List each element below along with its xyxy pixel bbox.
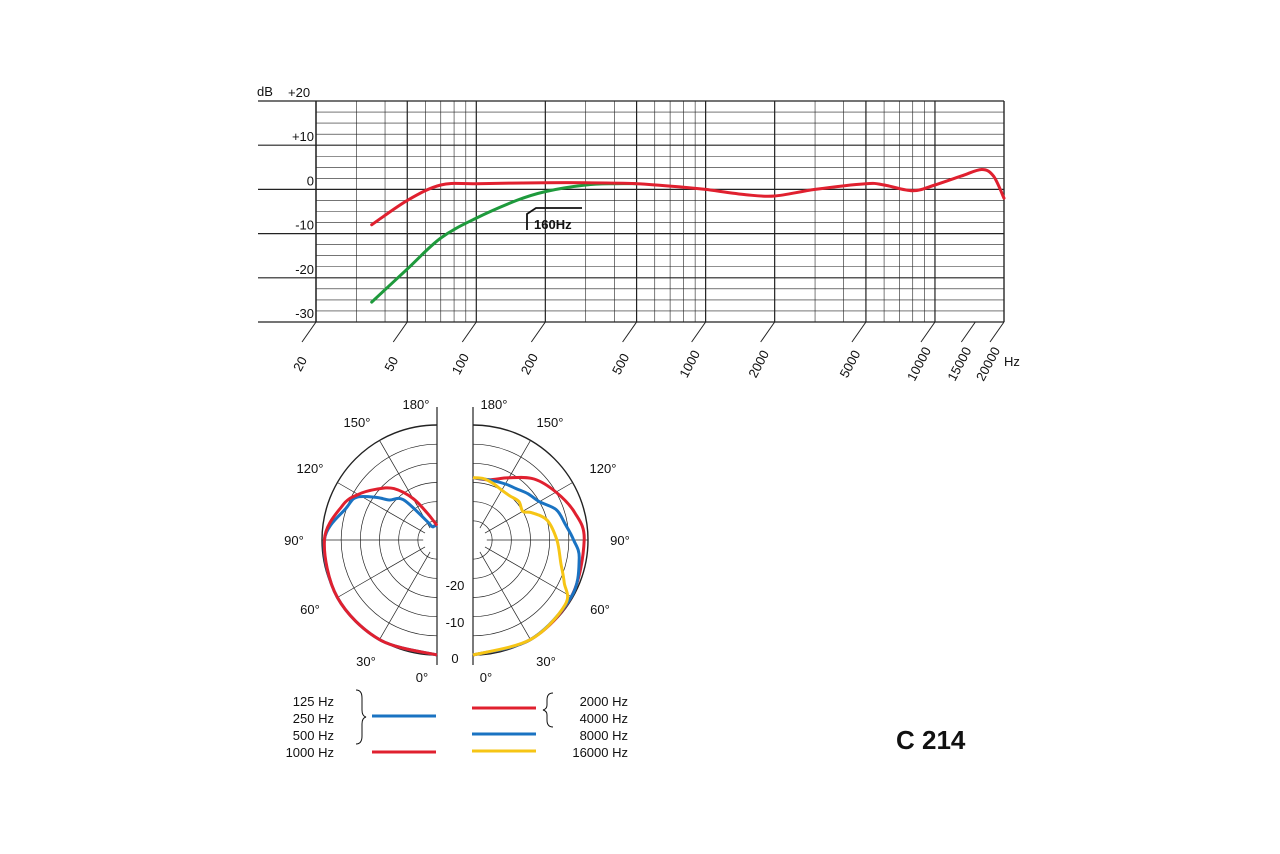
legend-label: 1000 Hz — [286, 745, 334, 760]
x-tick-label: 500 — [609, 351, 632, 377]
x-tick-label: 5000 — [837, 348, 864, 381]
y-tick-label: +20 — [288, 85, 310, 100]
legend-label: 16000 Hz — [572, 745, 628, 760]
x-tick-label: 20000 — [973, 344, 1003, 383]
polar-angle-label: 60° — [590, 602, 610, 617]
legend-right-brace — [542, 692, 554, 728]
polar-spoke — [484, 546, 573, 598]
response-curve-red — [370, 167, 1006, 227]
x-tick-label: 50 — [381, 354, 401, 374]
polar-radial-label: -20 — [446, 578, 465, 593]
x-tick-label: 15000 — [944, 344, 974, 383]
polar-spoke — [479, 551, 531, 640]
legend-label: 8000 Hz — [580, 728, 628, 743]
polar-legend: 125 Hz 250 Hz 500 Hz 1000 Hz 2000 Hz 4000 Hz… — [286, 689, 628, 760]
polar-angle-label: 90° — [284, 533, 304, 548]
x-tick-label: 2000 — [745, 348, 772, 381]
polar-angle-label: 90° — [610, 533, 630, 548]
x-tick-mark — [530, 321, 546, 343]
polar-angle-label: 150° — [344, 415, 371, 430]
x-tick-mark — [301, 321, 317, 343]
polar-curve-red — [472, 475, 586, 657]
polar-curve-blue — [322, 494, 438, 657]
x-tick-mark — [960, 321, 976, 343]
polar-left-half — [321, 407, 439, 665]
y-axis-unit-label: dB — [257, 84, 273, 99]
x-tick-mark — [760, 321, 776, 343]
highpass-annotation-label: 160Hz — [534, 217, 572, 232]
polar-spoke — [379, 551, 431, 640]
legend-label: 500 Hz — [293, 728, 334, 743]
x-tick-mark — [461, 321, 477, 343]
polar-angle-label: 180° — [481, 397, 508, 412]
frequency-response-series — [370, 167, 1006, 304]
legend-label: 2000 Hz — [580, 694, 628, 709]
y-tick-label: +10 — [292, 129, 314, 144]
x-tick-mark — [392, 321, 408, 343]
polar-spoke — [379, 440, 431, 529]
legend-right: 2000 Hz 4000 Hz 8000 Hz 16000 Hz — [472, 692, 628, 760]
x-tick-mark — [851, 321, 867, 343]
legend-label: 250 Hz — [293, 711, 334, 726]
polar-right-half — [472, 407, 589, 665]
x-tick-mark — [920, 321, 936, 343]
x-tick-label: 10000 — [904, 344, 934, 383]
polar-radial-label: 0 — [451, 651, 458, 666]
legend-label: 4000 Hz — [580, 711, 628, 726]
frequency-response-chart: +20 +10 0 -10 -20 -30 20 50 100 200 500 1000 2000 500… — [257, 84, 1020, 383]
polar-spoke — [337, 482, 426, 534]
polar-angle-label: 0° — [480, 670, 492, 685]
x-tick-label: 20 — [290, 354, 310, 374]
model-label: C 214 — [896, 725, 966, 755]
legend-left: 125 Hz 250 Hz 500 Hz 1000 Hz — [286, 689, 436, 760]
polar-angle-label: 120° — [590, 461, 617, 476]
x-tick-label: 200 — [518, 351, 541, 377]
y-tick-label: -10 — [295, 218, 314, 233]
x-tick-mark — [989, 321, 1005, 343]
polar-angle-label: 0° — [416, 670, 428, 685]
polar-labels: 0° 0° 30° 30° 60° 60° 90° 90° 120° 120° 150° 150° 18… — [284, 397, 630, 685]
response-curve-green — [370, 182, 639, 304]
x-tick-mark — [622, 321, 638, 343]
polar-curve-yellow — [472, 476, 570, 657]
highpass-annotation: 160Hz — [526, 207, 582, 232]
polar-angle-label: 120° — [297, 461, 324, 476]
polar-radial-label: -10 — [446, 615, 465, 630]
x-axis-unit-label: Hz — [1004, 354, 1020, 369]
legend-left-brace — [355, 689, 367, 745]
x-tick-mark — [691, 321, 707, 343]
polar-spoke — [337, 546, 426, 598]
polar-angle-label: 150° — [537, 415, 564, 430]
x-tick-label: 1000 — [676, 348, 703, 381]
polar-angle-label: 30° — [356, 654, 376, 669]
polar-pattern-chart: 0° 0° 30° 30° 60° 60° 90° 90° 120° 120° 150° 150° 18… — [284, 397, 630, 685]
polar-center-gap — [438, 530, 472, 550]
polar-angle-label: 180° — [403, 397, 430, 412]
highpass-symbol — [526, 207, 582, 230]
y-tick-label: -20 — [295, 262, 314, 277]
polar-angle-label: 60° — [300, 602, 320, 617]
polar-spoke — [484, 482, 573, 534]
legend-label: 125 Hz — [293, 694, 334, 709]
polar-curve-blue — [472, 476, 581, 657]
x-tick-label: 100 — [449, 351, 472, 377]
y-tick-label: 0 — [307, 173, 314, 188]
polar-angle-label: 30° — [536, 654, 556, 669]
y-tick-label: -30 — [295, 306, 314, 321]
frequency-response-grid — [258, 100, 1005, 323]
polar-curve-red — [322, 486, 439, 657]
